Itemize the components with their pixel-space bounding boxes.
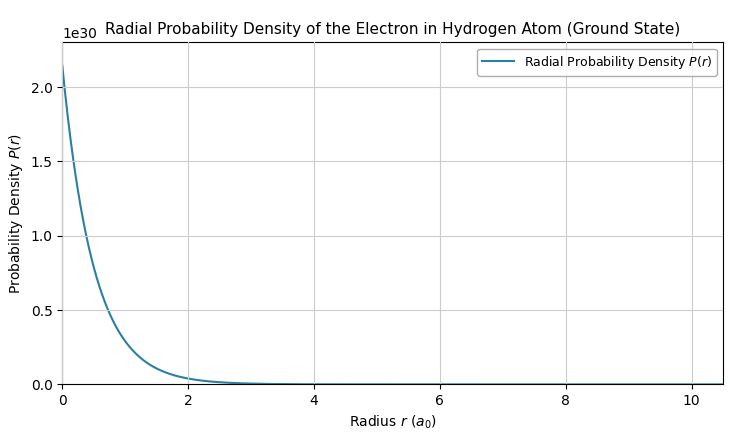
Radial Probability Density $P(r)$ xyxy=(325,381,334,387)
Radial Probability Density $P(r)$ xyxy=(718,382,727,387)
Radial Probability Density $P(r)$ xyxy=(349,382,358,387)
Radial Probability Density $P(r)$ xyxy=(585,382,593,387)
Y-axis label: Probability Density $P(r)$: Probability Density $P(r)$ xyxy=(7,133,25,294)
Radial Probability Density $P(r)$ xyxy=(573,382,582,387)
Radial Probability Density $P(r)$ xyxy=(58,63,66,68)
Title: Radial Probability Density of the Electron in Hydrogen Atom (Ground State): Radial Probability Density of the Electr… xyxy=(105,22,680,37)
Radial Probability Density $P(r)$ xyxy=(126,344,134,350)
X-axis label: Radius $r$ ($a_0$): Radius $r$ ($a_0$) xyxy=(349,413,437,431)
Line: Radial Probability Density $P(r)$: Radial Probability Density $P(r)$ xyxy=(62,66,723,385)
Radial Probability Density $P(r)$ xyxy=(512,382,520,387)
Legend: Radial Probability Density $P(r)$: Radial Probability Density $P(r)$ xyxy=(477,49,717,76)
